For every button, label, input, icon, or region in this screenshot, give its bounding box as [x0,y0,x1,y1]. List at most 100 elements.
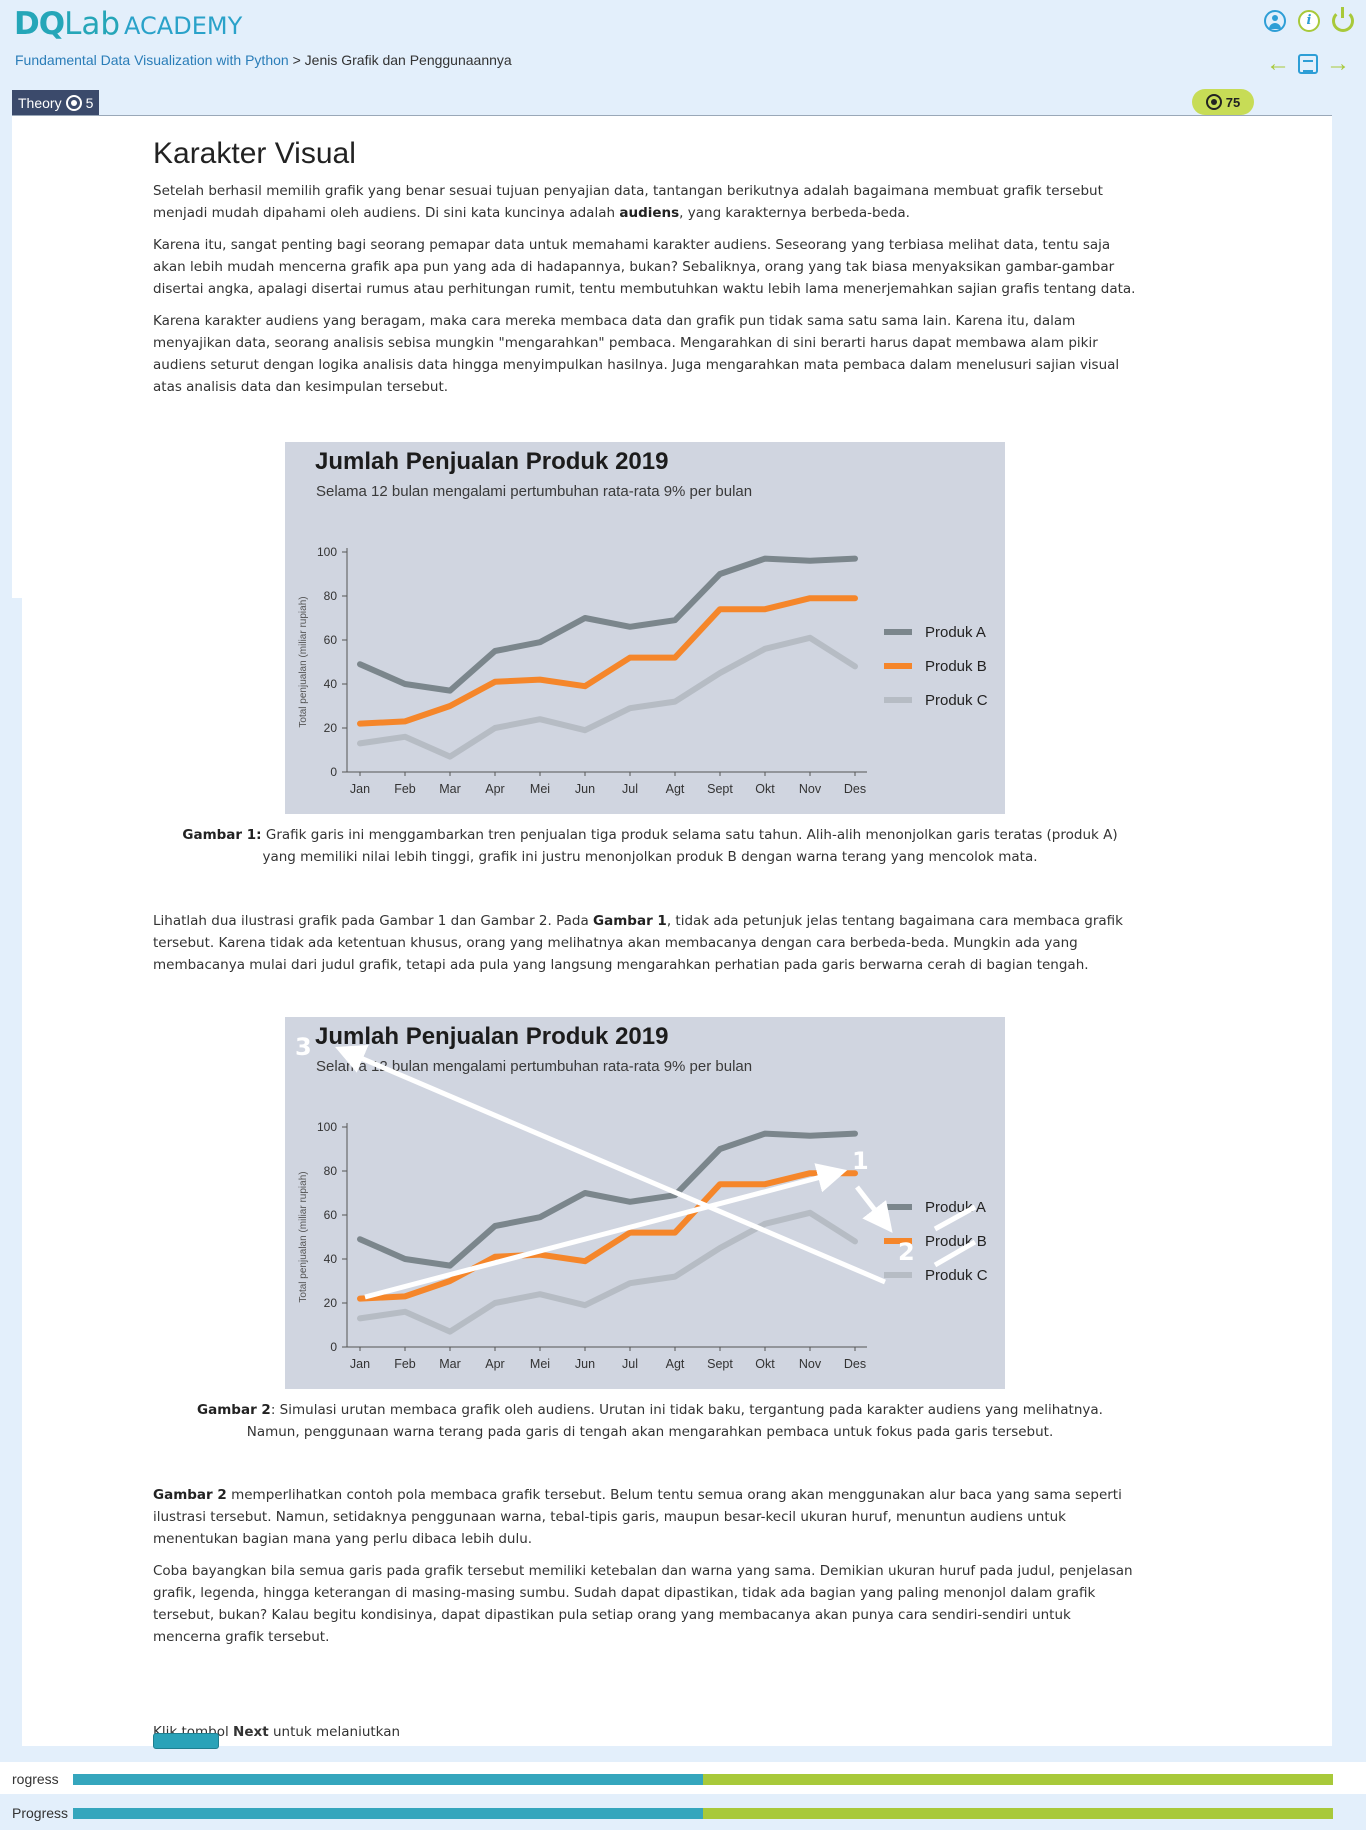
breadcrumb-separator: > [292,52,301,68]
chart-title: Jumlah Penjualan Produk 2019 [315,1023,668,1050]
tab-divider [12,115,1332,116]
x-tick-label: Feb [394,782,416,796]
line-chart-2: Jumlah Penjualan Produk 2019 Selama 12 bu… [295,1023,988,1371]
breadcrumb: Fundamental Data Visualization with Pyth… [15,52,512,68]
score-value: 75 [1225,94,1241,110]
progress-fill [73,1774,703,1785]
score-badge: 75 [1192,89,1254,115]
y-tick-label: 40 [324,1252,338,1266]
progress-label: rogress [12,1771,59,1787]
x-tick-label: Apr [485,1357,504,1371]
article-intro: Karakter Visual Setelah berhasil memilih… [153,136,1138,408]
x-tick-label: Apr [485,782,504,796]
paragraph: Setelah berhasil memilih grafik yang ben… [153,183,1103,221]
y-tick-label: 60 [324,1208,338,1222]
figure-2-caption: Gambar 2: Simulasi urutan membaca grafik… [170,1399,1130,1443]
series-line-produk-b [357,1170,858,1302]
legend-label: Produk B [925,658,987,675]
progress-label: Progress [12,1805,69,1821]
breadcrumb-chapter: Jenis Grafik dan Penggunaannya [304,52,512,68]
chart-subtitle: Selama 12 bulan mengalami pertumbuhan ra… [316,1058,752,1075]
info-icon[interactable]: i [1298,10,1320,32]
x-tick-label: Agt [666,782,685,796]
x-tick-label: Jan [350,782,370,796]
y-tick-label: 100 [317,1120,337,1134]
legend-label: Produk B [925,1233,987,1250]
lesson-nav: ← → [1266,50,1350,78]
x-tick-label: Mei [530,782,550,796]
annotation-number: 3 [295,1033,312,1061]
progress-bar [73,1774,1333,1785]
next-instruction: Klik tombol Next untuk melanjutkan [153,1724,401,1736]
x-tick-label: Jul [622,782,638,796]
x-tick-label: Jun [575,1357,595,1371]
annotation-arrow-2 [855,1185,893,1233]
power-icon[interactable] [1332,7,1354,32]
figure-2: Jumlah Penjualan Produk 2019 Selama 12 bu… [285,1017,1005,1389]
logo[interactable]: DQ Lab ACADEMY [14,6,242,42]
figure-1-caption: Gambar 1: Grafik garis ini menggambarkan… [170,824,1130,868]
logo-lab: Lab [64,6,121,42]
paragraph: Karena karakter audiens yang beragam, ma… [153,313,1120,395]
y-tick-label: 0 [330,765,337,779]
caption-text: Grafik garis ini menggambarkan tren penj… [261,827,1118,865]
y-tick-label: 80 [324,1164,338,1178]
annotation-arrow-3 [335,1045,886,1285]
paragraph: Lihatlah dua ilustrasi grafik pada Gamba… [153,913,1124,973]
x-tick-label: Jan [350,1357,370,1371]
caption-label: Gambar 1: [182,827,262,843]
caption-text: : Simulasi urutan membaca grafik oleh au… [246,1402,1103,1440]
series-line-produk-c [357,1209,858,1335]
progress-fill [73,1808,703,1819]
series-line-produk-a [357,555,858,694]
next-button[interactable] [153,1733,219,1749]
line-chart-1: Jumlah Penjualan Produk 2019 Selama 12 bu… [298,448,988,796]
y-tick-label: 80 [324,589,338,603]
y-tick-label: 0 [330,1340,337,1354]
legend-label: Produk A [925,1199,986,1216]
x-tick-label: Sept [707,1357,733,1371]
tab-theory[interactable]: Theory 5 [12,90,100,115]
x-tick-label: Nov [799,782,822,796]
y-axis-label: Total penjualan (miliar rupiah) [298,596,309,727]
series-line-produk-c [357,634,858,760]
top-icon-bar: i [1264,7,1354,32]
annotation-number: 1 [852,1147,869,1175]
breadcrumb-course-link[interactable]: Fundamental Data Visualization with Pyth… [15,52,289,68]
paragraph: Gambar 2 memperlihatkan contoh pola memb… [153,1487,1122,1547]
x-tick-label: Agt [666,1357,685,1371]
page-title: Karakter Visual [153,137,356,170]
article-end: Gambar 2 memperlihatkan contoh pola memb… [153,1484,1138,1658]
arrow-right-icon[interactable]: → [1326,50,1350,77]
x-tick-label: Des [844,782,866,796]
annotation-number: 2 [898,1238,915,1266]
annotation-stroke [933,1239,977,1268]
caption-label: Gambar 2 [197,1402,271,1418]
progress-row: Progress [0,1796,1366,1828]
user-icon[interactable] [1264,10,1286,32]
progress-row: rogress [0,1762,1366,1794]
legend-label: Produk A [925,624,986,641]
x-tick-label: Okt [755,782,775,796]
arrow-left-icon[interactable]: ← [1266,50,1290,77]
legend-label: Produk C [925,692,988,709]
tab-theory-count: 5 [85,94,94,111]
x-tick-label: Mar [439,1357,461,1371]
legend-label: Produk C [925,1267,988,1284]
x-tick-label: Mar [439,782,461,796]
x-tick-label: Des [844,1357,866,1371]
x-tick-label: Mei [530,1357,550,1371]
y-tick-label: 20 [324,1296,338,1310]
series-line-produk-a [357,1130,858,1269]
x-tick-label: Sept [707,782,733,796]
list-icon[interactable] [1298,54,1318,74]
badge-icon [65,94,82,111]
annotation-arrow-1 [364,1163,848,1300]
badge-icon [1205,94,1222,110]
figure-1: Jumlah Penjualan Produk 2019 Selama 12 bu… [285,442,1005,814]
logo-dq: DQ [14,6,65,42]
y-tick-label: 20 [324,721,338,735]
tab-theory-label: Theory [18,94,62,111]
x-tick-label: Nov [799,1357,822,1371]
y-tick-label: 100 [317,545,337,559]
